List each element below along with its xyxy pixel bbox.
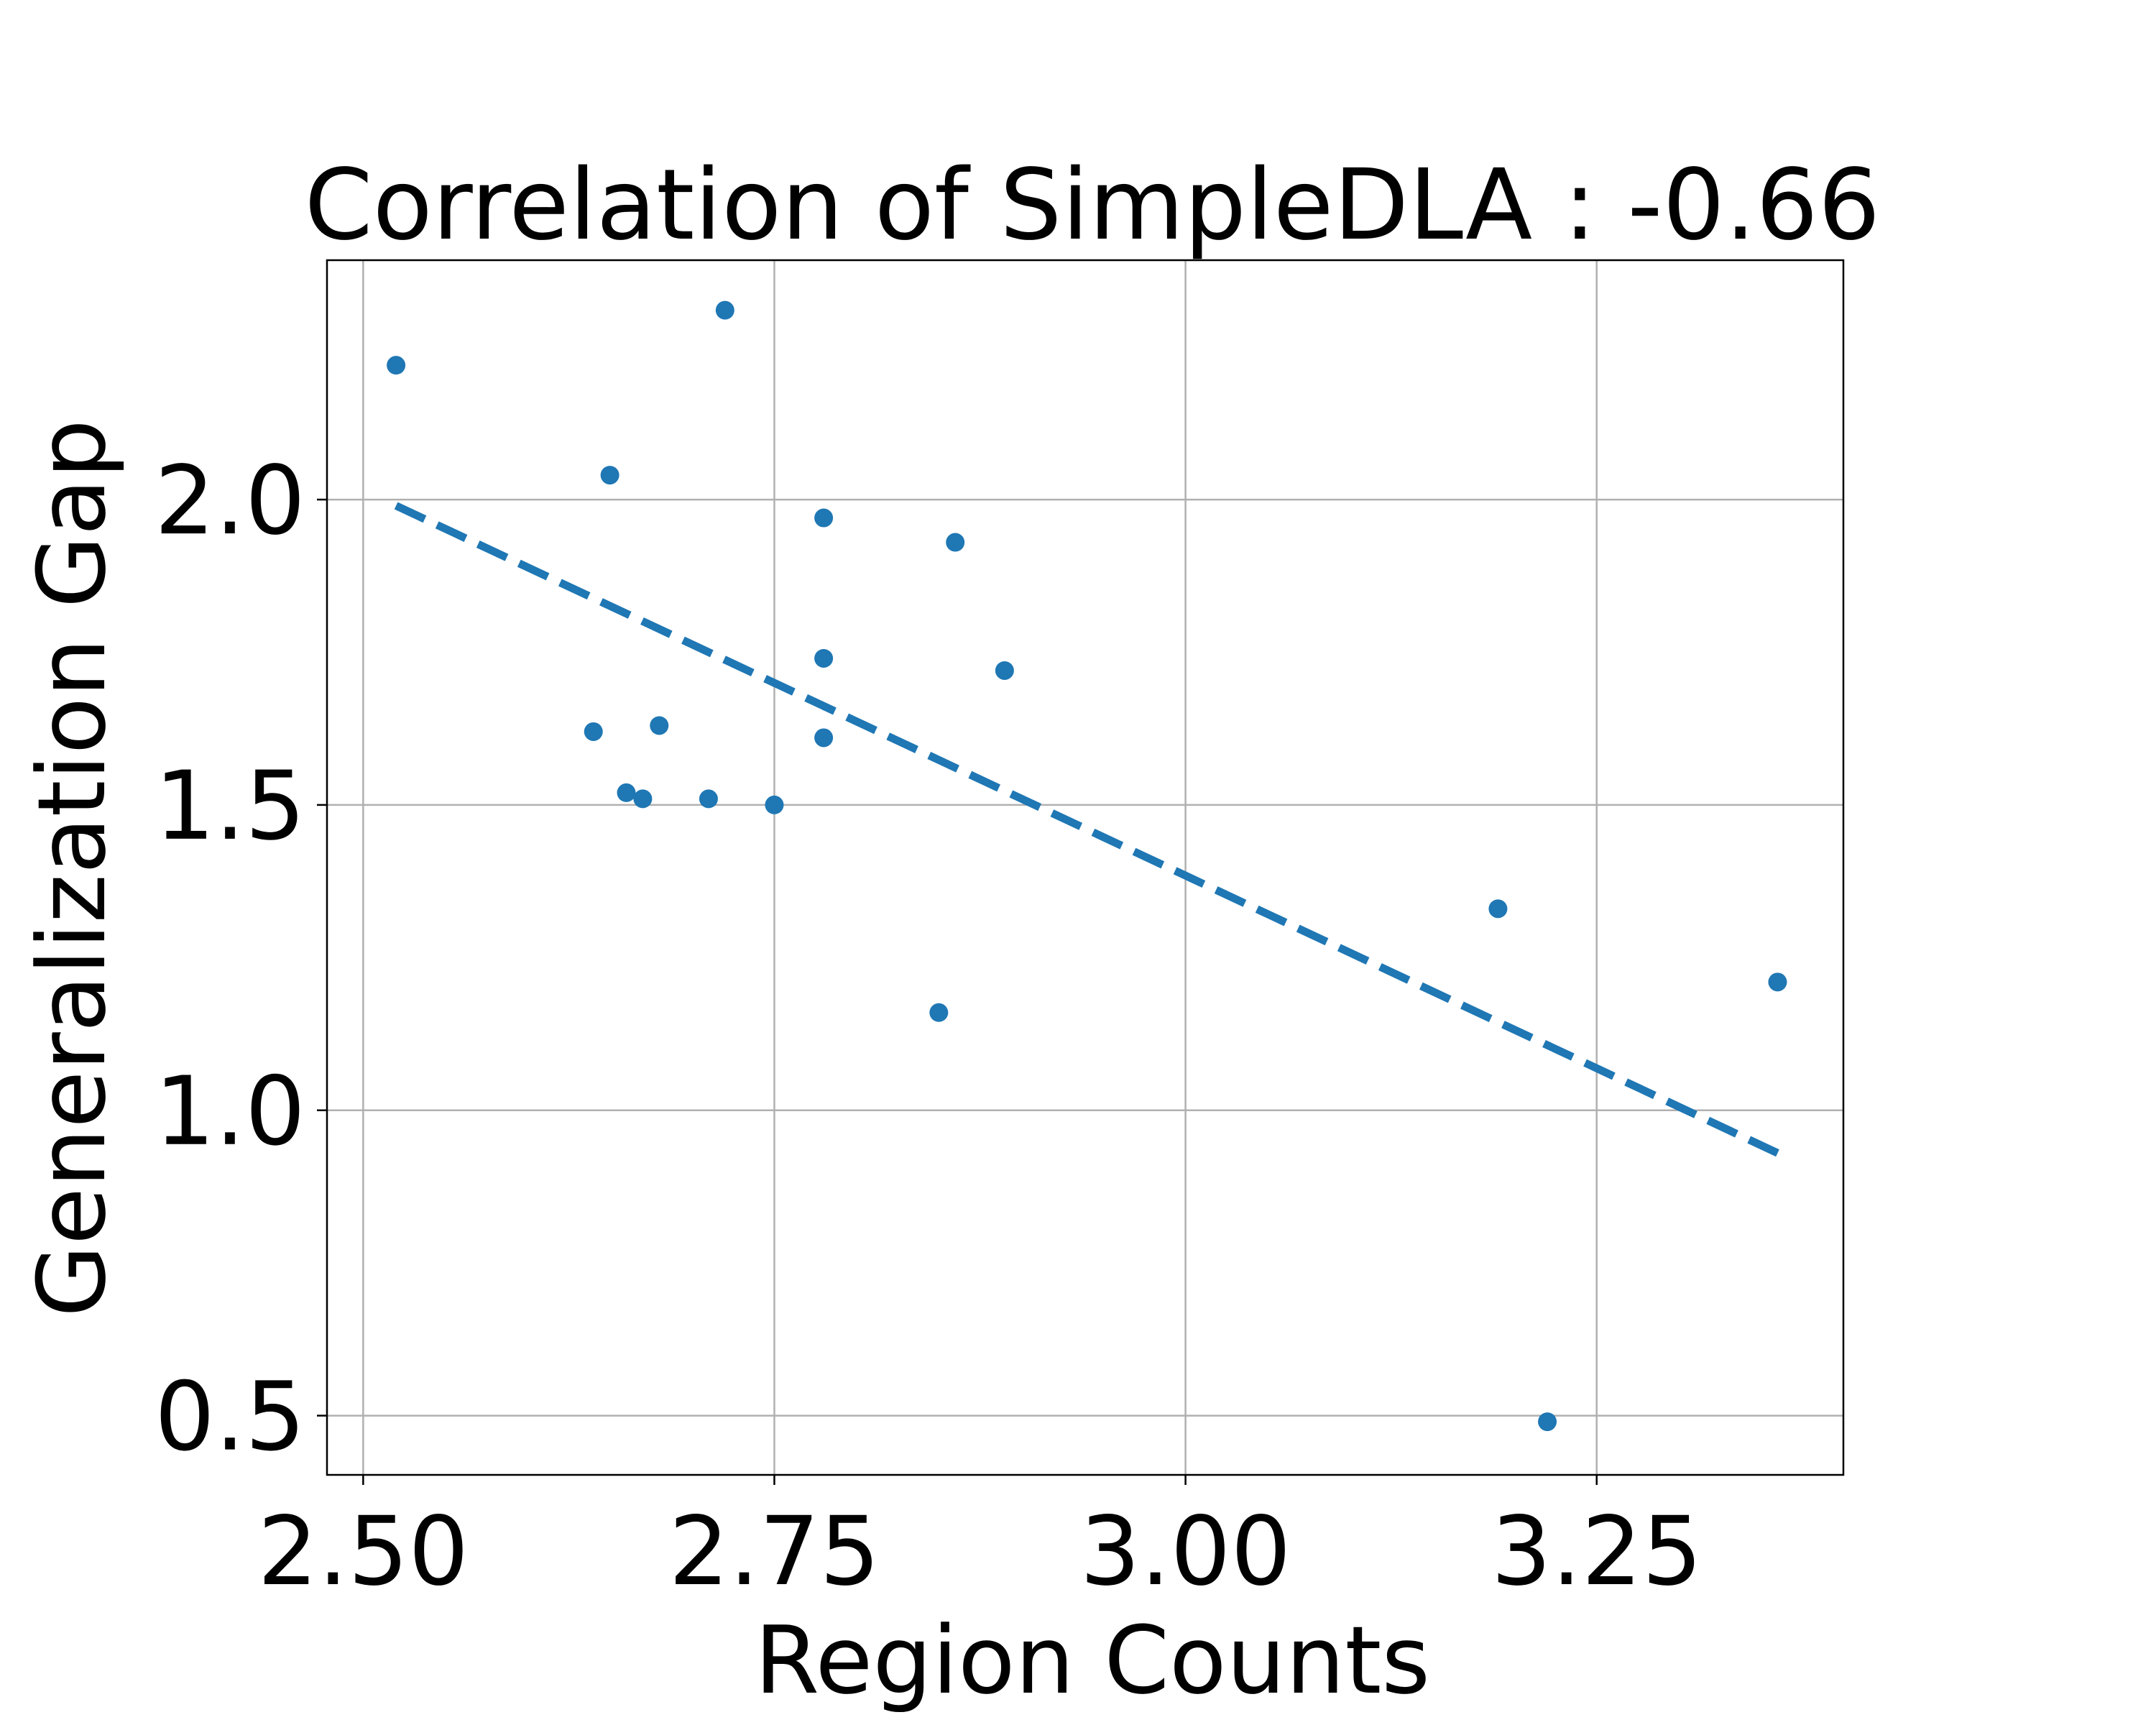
y-tick-label-2: 1.5 — [155, 751, 305, 862]
y-tick-label-0: 0.5 — [155, 1362, 305, 1473]
data-point-7 — [584, 722, 603, 741]
trendline — [394, 502, 1779, 1157]
data-point-16 — [1768, 972, 1787, 992]
chart-title: Correlation of SimpleDLA : -0.66 — [305, 149, 1881, 262]
plot-frame — [326, 259, 1845, 1476]
x-axis-label: Region Counts — [755, 1606, 1430, 1715]
data-point-9 — [814, 728, 834, 748]
data-point-12 — [699, 789, 718, 809]
x-tick-label-1: 2.75 — [669, 1496, 880, 1607]
y-tick-label-1: 1.0 — [155, 1057, 305, 1167]
y-tick-label-3: 2.0 — [155, 446, 305, 556]
data-point-15 — [1488, 899, 1508, 919]
data-point-17 — [1538, 1412, 1557, 1432]
x-tick-label-0: 2.50 — [257, 1496, 469, 1607]
trendline-group — [394, 502, 1779, 1157]
data-point-1 — [715, 300, 734, 320]
data-point-3 — [814, 508, 834, 528]
y-tick-labels: 0.5 1.0 1.5 2.0 — [155, 446, 305, 1473]
grid-lines — [327, 260, 1843, 1475]
x-tick-label-2: 3.00 — [1080, 1496, 1291, 1607]
x-tick-label-3: 3.25 — [1491, 1496, 1703, 1607]
x-tick-labels: 2.50 2.75 3.00 3.25 — [257, 1496, 1702, 1607]
data-point-0 — [387, 356, 406, 375]
data-point-8 — [650, 716, 669, 735]
data-point-11 — [633, 789, 653, 809]
data-point-14 — [929, 1003, 949, 1022]
data-points — [387, 300, 1787, 1432]
data-point-6 — [995, 661, 1014, 680]
data-point-10 — [617, 783, 636, 802]
tick-marks — [317, 498, 1598, 1485]
data-point-13 — [765, 795, 784, 814]
y-axis-label: Generalization Gap — [17, 419, 126, 1317]
data-point-5 — [814, 648, 834, 668]
data-point-4 — [946, 533, 965, 552]
data-point-2 — [600, 466, 619, 485]
